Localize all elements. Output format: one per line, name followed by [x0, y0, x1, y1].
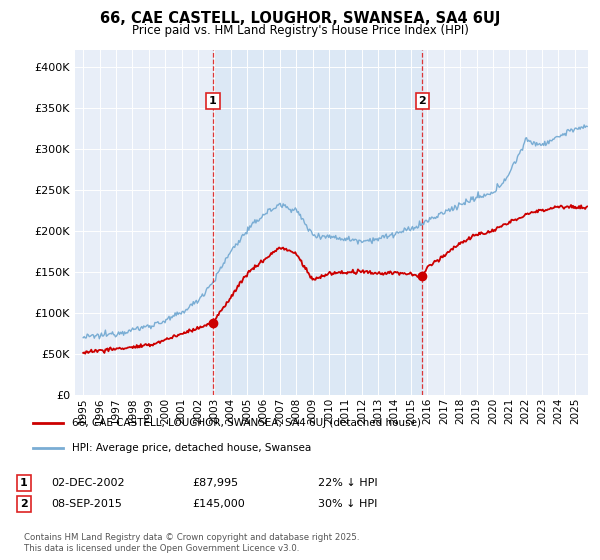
Text: 2: 2 [418, 96, 426, 106]
Text: Contains HM Land Registry data © Crown copyright and database right 2025.
This d: Contains HM Land Registry data © Crown c… [24, 533, 359, 553]
Text: 02-DEC-2002: 02-DEC-2002 [51, 478, 125, 488]
Text: Price paid vs. HM Land Registry's House Price Index (HPI): Price paid vs. HM Land Registry's House … [131, 24, 469, 36]
Text: 2: 2 [20, 499, 28, 509]
Text: 30% ↓ HPI: 30% ↓ HPI [318, 499, 377, 509]
Bar [213, 50, 422, 395]
Text: £145,000: £145,000 [192, 499, 245, 509]
Text: 22% ↓ HPI: 22% ↓ HPI [318, 478, 377, 488]
Text: HPI: Average price, detached house, Swansea: HPI: Average price, detached house, Swan… [71, 442, 311, 452]
Text: 1: 1 [209, 96, 217, 106]
Text: 66, CAE CASTELL, LOUGHOR, SWANSEA, SA4 6UJ (detached house): 66, CAE CASTELL, LOUGHOR, SWANSEA, SA4 6… [71, 418, 421, 428]
Text: 1: 1 [20, 478, 28, 488]
Text: £87,995: £87,995 [192, 478, 238, 488]
Text: 66, CAE CASTELL, LOUGHOR, SWANSEA, SA4 6UJ: 66, CAE CASTELL, LOUGHOR, SWANSEA, SA4 6… [100, 11, 500, 26]
Text: 08-SEP-2015: 08-SEP-2015 [51, 499, 122, 509]
